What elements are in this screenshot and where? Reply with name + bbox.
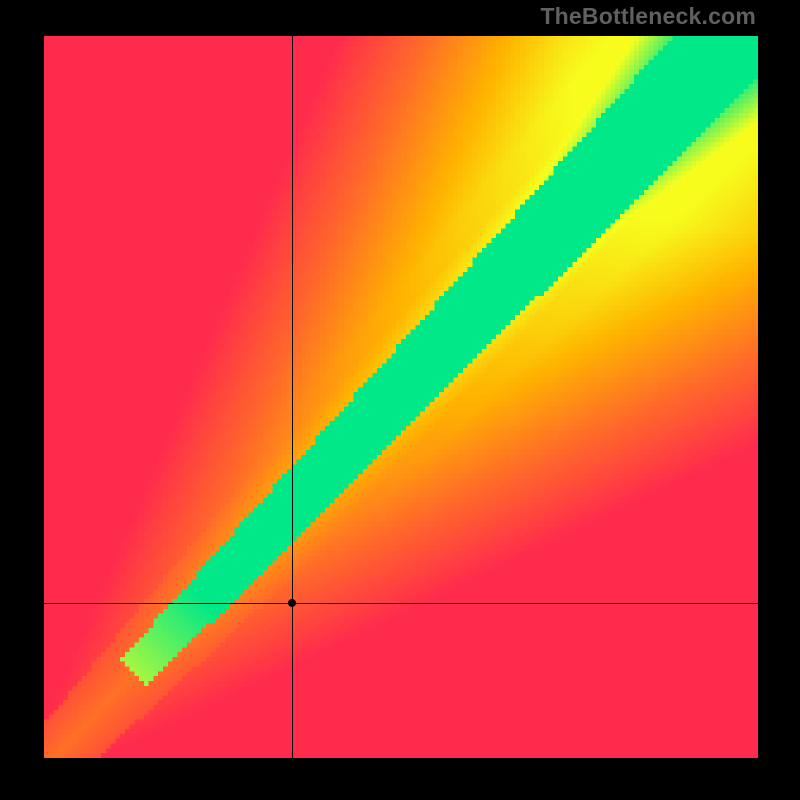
page-root: TheBottleneck.com	[0, 0, 800, 800]
attribution-text: TheBottleneck.com	[540, 3, 756, 30]
heatmap-canvas	[44, 36, 758, 758]
bottleneck-heatmap	[44, 36, 758, 758]
